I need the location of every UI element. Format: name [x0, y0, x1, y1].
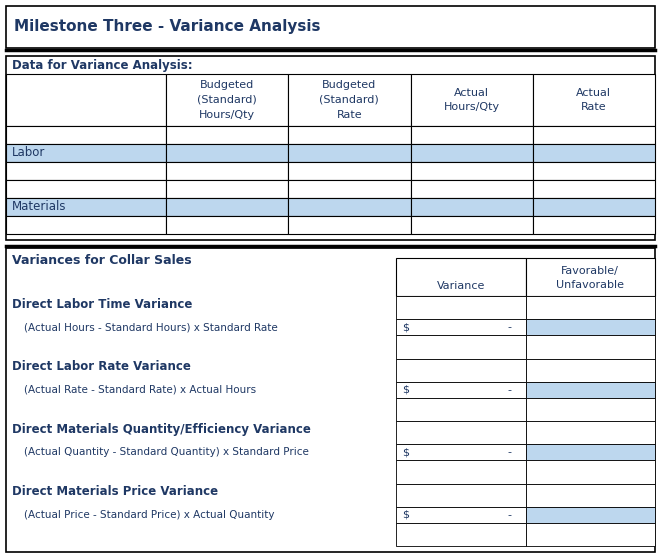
Bar: [410, 216, 533, 234]
Bar: [410, 180, 533, 198]
Bar: [396, 483, 525, 507]
Bar: [533, 198, 655, 216]
Bar: [533, 180, 655, 198]
Bar: [6, 126, 166, 144]
Text: Variances for Collar Sales: Variances for Collar Sales: [12, 253, 192, 267]
Bar: [533, 162, 655, 180]
Text: (Actual Rate - Standard Rate) x Actual Hours: (Actual Rate - Standard Rate) x Actual H…: [24, 385, 256, 395]
Bar: [533, 144, 655, 162]
Bar: [288, 180, 410, 198]
Bar: [396, 398, 525, 421]
Bar: [396, 507, 525, 523]
Bar: [525, 483, 655, 507]
Text: Actual: Actual: [454, 88, 489, 98]
Bar: [396, 421, 525, 444]
Bar: [396, 523, 525, 546]
Text: Milestone Three - Variance Analysis: Milestone Three - Variance Analysis: [14, 20, 321, 35]
Bar: [396, 358, 525, 382]
Bar: [288, 74, 410, 126]
Bar: [166, 144, 288, 162]
Bar: [288, 216, 410, 234]
Bar: [533, 216, 655, 234]
Bar: [525, 523, 655, 546]
Bar: [396, 319, 525, 335]
Bar: [525, 382, 655, 398]
Text: Direct Labor Rate Variance: Direct Labor Rate Variance: [12, 360, 191, 373]
Text: (Standard): (Standard): [197, 95, 257, 105]
Bar: [166, 216, 288, 234]
Bar: [410, 162, 533, 180]
Text: Direct Materials Quantity/Efficiency Variance: Direct Materials Quantity/Efficiency Var…: [12, 422, 311, 436]
Text: Budgeted: Budgeted: [323, 80, 377, 90]
Bar: [410, 144, 533, 162]
Bar: [166, 162, 288, 180]
Text: Labor: Labor: [12, 147, 46, 160]
Bar: [6, 248, 655, 552]
Bar: [288, 144, 410, 162]
Text: $: $: [402, 510, 409, 519]
Bar: [533, 74, 655, 126]
Bar: [6, 180, 166, 198]
Bar: [525, 335, 655, 358]
Text: $: $: [402, 448, 409, 457]
Text: (Actual Hours - Standard Hours) x Standard Rate: (Actual Hours - Standard Hours) x Standa…: [24, 323, 278, 332]
Bar: [288, 162, 410, 180]
Bar: [288, 198, 410, 216]
Bar: [6, 162, 166, 180]
Bar: [166, 126, 288, 144]
Bar: [396, 382, 525, 398]
Text: Materials: Materials: [12, 200, 67, 214]
Bar: [166, 198, 288, 216]
Bar: [396, 296, 525, 319]
Bar: [525, 296, 655, 319]
Text: -: -: [508, 448, 512, 457]
Text: (Actual Price - Standard Price) x Actual Quantity: (Actual Price - Standard Price) x Actual…: [24, 510, 274, 519]
Bar: [6, 216, 166, 234]
Bar: [6, 6, 655, 48]
Bar: [525, 358, 655, 382]
Text: Direct Labor Time Variance: Direct Labor Time Variance: [12, 297, 192, 311]
Bar: [166, 180, 288, 198]
Bar: [410, 198, 533, 216]
Bar: [525, 507, 655, 523]
Bar: [396, 258, 525, 296]
Text: $: $: [402, 323, 409, 332]
Text: (Actual Quantity - Standard Quantity) x Standard Price: (Actual Quantity - Standard Quantity) x …: [24, 448, 309, 457]
Text: -: -: [508, 385, 512, 395]
Text: Hours/Qty: Hours/Qty: [199, 110, 255, 120]
Text: Variance: Variance: [436, 281, 485, 291]
Text: (Standard): (Standard): [319, 95, 379, 105]
Text: Actual: Actual: [576, 88, 611, 98]
Text: Direct Materials Price Variance: Direct Materials Price Variance: [12, 485, 218, 498]
Bar: [525, 398, 655, 421]
Text: -: -: [508, 323, 512, 332]
Bar: [525, 258, 655, 296]
Bar: [533, 126, 655, 144]
Text: -: -: [508, 510, 512, 519]
Text: Budgeted: Budgeted: [200, 80, 254, 90]
Bar: [166, 74, 288, 126]
Bar: [410, 126, 533, 144]
Bar: [6, 74, 166, 126]
Text: $: $: [402, 385, 409, 395]
Text: Favorable/: Favorable/: [561, 266, 619, 276]
Bar: [6, 56, 655, 240]
Bar: [396, 460, 525, 483]
Text: Unfavorable: Unfavorable: [557, 280, 624, 290]
Text: Rate: Rate: [581, 103, 607, 113]
Bar: [6, 198, 166, 216]
Text: Data for Variance Analysis:: Data for Variance Analysis:: [12, 59, 192, 73]
Bar: [6, 144, 166, 162]
Bar: [288, 126, 410, 144]
Bar: [525, 460, 655, 483]
Bar: [525, 319, 655, 335]
Bar: [396, 335, 525, 358]
Bar: [525, 421, 655, 444]
Bar: [410, 74, 533, 126]
Bar: [396, 444, 525, 460]
Text: Hours/Qty: Hours/Qty: [444, 103, 500, 113]
Bar: [525, 444, 655, 460]
Text: Rate: Rate: [336, 110, 362, 120]
